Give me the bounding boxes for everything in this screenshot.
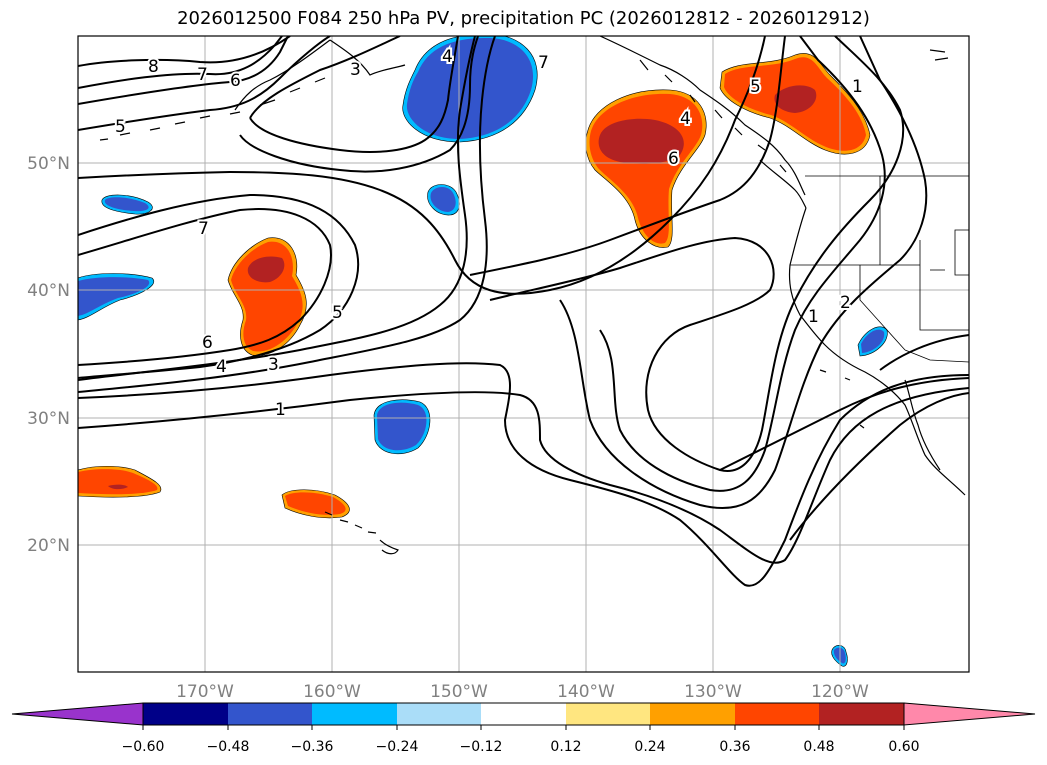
colorbar-segment-8 — [735, 703, 819, 725]
longitude-labels: 170°W 160°W 150°W 140°W 130°W 120°W — [176, 682, 869, 702]
lon-label-150w: 150°W — [430, 682, 488, 702]
negative-anomaly-west-edge-core — [78, 277, 150, 316]
colorbar-extend-high — [903, 702, 1036, 726]
positive-anomaly-bc-coast-core — [774, 85, 817, 113]
lon-label-140w: 140°W — [557, 682, 615, 702]
positive-anomaly-hawaii-fill — [285, 492, 346, 515]
contour-label-7-mid: 7 — [198, 219, 209, 239]
latitude-labels: 50°N 40°N 30°N 20°N — [27, 154, 70, 556]
colorbar-label-2: −0.48 — [207, 739, 250, 755]
colorbar-segment-4 — [397, 703, 481, 725]
positive-anomaly-west-subtropical-fill — [78, 469, 158, 495]
colorbar-label-7: 0.24 — [634, 739, 665, 755]
lat-label-30n: 30°N — [27, 409, 70, 429]
contour-label-6-mid: 6 — [202, 333, 213, 353]
contour-labels: 8 7 6 5 3 4 7 4 1 5 6 7 6 5 4 3 1 1 2 — [113, 45, 865, 422]
contour-label-3-gulf: 3 — [350, 60, 361, 80]
precip-shading — [78, 36, 888, 667]
colorbar-segment-6 — [566, 703, 650, 725]
lon-label-130w: 130°W — [684, 682, 742, 702]
colorbar-label-10: 0.60 — [888, 739, 919, 755]
pv-contours — [78, 36, 969, 587]
contour-label-3-mid: 3 — [268, 355, 279, 375]
contour-label-1-bc: 1 — [852, 77, 863, 97]
map-title: 2026012500 F084 250 hPa PV, precipitatio… — [177, 8, 870, 29]
colorbar: −0.60 −0.48 −0.36 −0.24 −0.12 0.12 0.24 … — [11, 702, 1036, 755]
contour-label-6-east: 6 — [668, 149, 679, 169]
colorbar-label-5: −0.12 — [460, 739, 503, 755]
positive-anomaly-central-pacific-core — [247, 256, 285, 283]
colorbar-extend-low — [11, 702, 144, 726]
colorbar-label-1: −0.60 — [122, 739, 165, 755]
graticule — [78, 36, 969, 672]
colorbar-label-6: 0.12 — [550, 739, 581, 755]
contour-label-5-nw: 5 — [115, 117, 126, 137]
colorbar-segment-7 — [650, 703, 735, 725]
negative-anomaly-small-2-core — [104, 197, 149, 212]
colorbar-label-9: 0.48 — [803, 739, 834, 755]
colorbar-ticks — [142, 725, 905, 730]
positive-anomaly-ne-pacific-core — [598, 118, 684, 164]
contour-label-1-south: 1 — [275, 400, 286, 420]
negative-anomaly-subtropical-core — [377, 402, 427, 451]
contour-label-7-gulf: 7 — [538, 53, 549, 73]
contour-label-5-bc: 5 — [750, 77, 761, 97]
map-frame — [77, 35, 970, 673]
map-content: 8 7 6 5 3 4 7 4 1 5 6 7 6 5 4 3 1 1 2 — [78, 36, 969, 672]
colorbar-label-4: −0.24 — [376, 739, 419, 755]
contour-label-1-ca: 1 — [808, 307, 819, 327]
contour-label-5-mid: 5 — [332, 303, 343, 323]
lat-label-40n: 40°N — [27, 281, 70, 301]
contour-label-2-ca: 2 — [840, 293, 851, 313]
lat-label-50n: 50°N — [27, 154, 70, 174]
colorbar-segment-9 — [819, 703, 904, 725]
contour-label-4-south: 4 — [216, 357, 227, 377]
colorbar-label-3: −0.36 — [291, 739, 334, 755]
lat-label-20n: 20°N — [27, 536, 70, 556]
colorbar-segment-2 — [228, 703, 312, 725]
negative-anomaly-california-core — [861, 329, 885, 353]
negative-anomaly-small-1-core — [430, 187, 456, 212]
contour-label-6-nw: 6 — [230, 71, 241, 91]
contour-label-8: 8 — [148, 57, 159, 77]
colorbar-label-8: 0.36 — [719, 739, 750, 755]
colorbar-tick-labels: −0.60 −0.48 −0.36 −0.24 −0.12 0.12 0.24 … — [122, 739, 920, 755]
colorbar-outline — [142, 702, 905, 726]
lon-label-120w: 120°W — [811, 682, 869, 702]
contour-label-4-bc: 4 — [680, 109, 691, 129]
political-borders — [790, 175, 969, 363]
colorbar-segment-3 — [312, 703, 397, 725]
coastlines — [99, 36, 966, 555]
lon-label-170w: 170°W — [176, 682, 234, 702]
contour-label-4-gulf: 4 — [442, 47, 453, 67]
positive-anomaly-west-subtropical-core — [108, 484, 128, 490]
lon-label-160w: 160°W — [303, 682, 361, 702]
colorbar-segment-1 — [143, 703, 228, 725]
contour-label-7-nw: 7 — [197, 65, 208, 85]
colorbar-segment-5 — [481, 703, 566, 725]
